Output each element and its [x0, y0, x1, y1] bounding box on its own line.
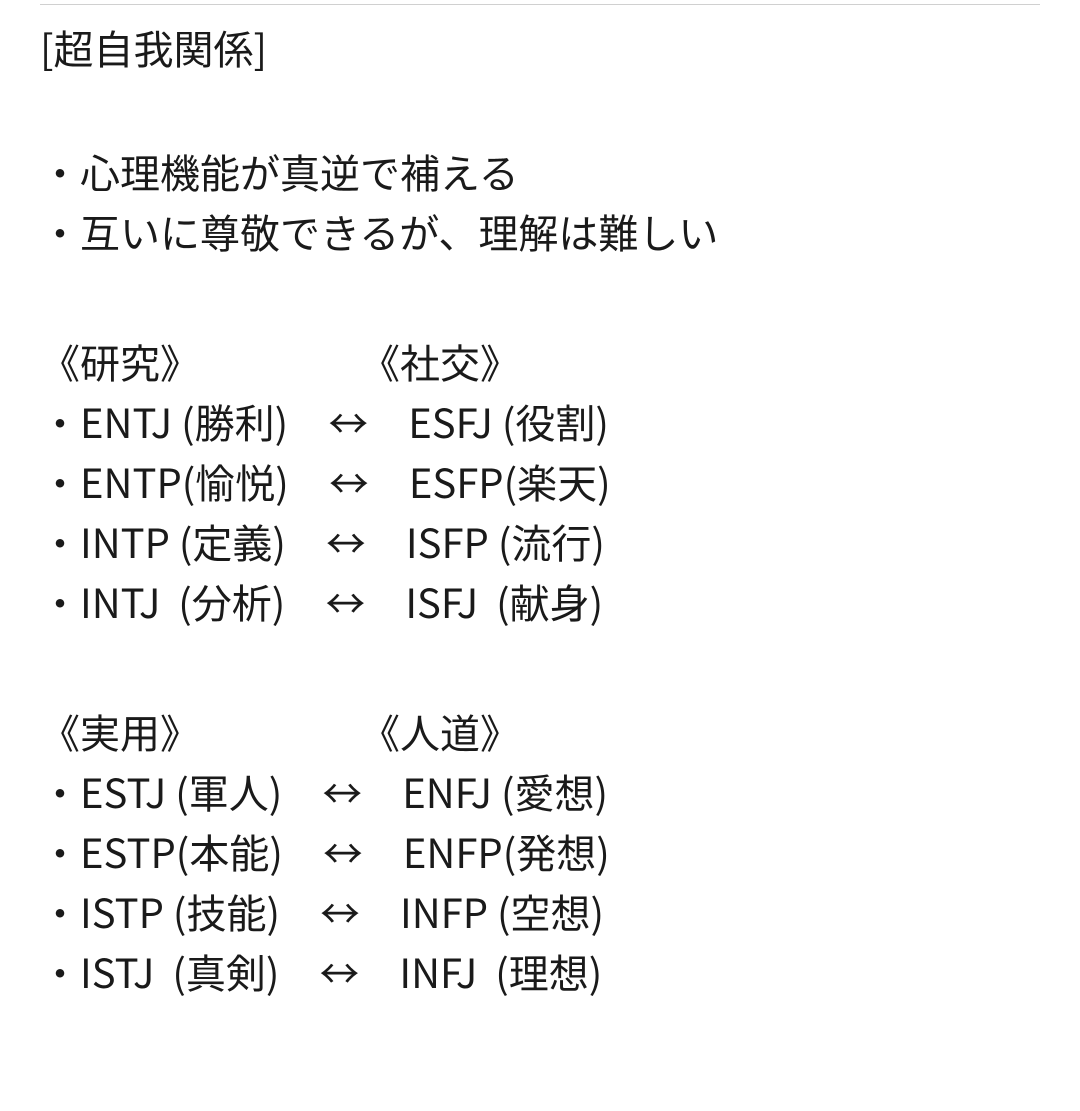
pair-line: ・ISTJ (真剣) ↔ INFJ (理想): [40, 941, 1040, 1001]
arrow-icon: ↔: [326, 512, 366, 570]
top-border: [40, 0, 1040, 5]
pair-left: INTP (定義): [80, 512, 286, 570]
description-block: ・心理機能が真逆で補える ・互いに尊敬できるが、理解は難しい: [40, 141, 1040, 261]
pair-right: ISFP (流行): [406, 512, 605, 570]
pair-left: ENTP(愉悦): [80, 452, 289, 510]
arrow-icon: ↔: [328, 392, 368, 450]
arrow-icon: ↔: [323, 822, 363, 880]
pair-left: INTJ (分析): [80, 572, 285, 630]
pair-line: ・ESTJ (軍人) ↔ ENFJ (愛想): [40, 761, 1040, 821]
pair-left: ESTP(本能): [80, 822, 283, 880]
bullet-line: ・互いに尊敬できるが、理解は難しい: [40, 201, 1040, 261]
pair-right: INFP (空想): [400, 882, 604, 940]
pair-line: ・ENTJ (勝利) ↔ ESFJ (役割): [40, 391, 1040, 451]
pair-line: ・INTP (定義) ↔ ISFP (流行): [40, 511, 1040, 571]
group-headers: 《研究》 《社交》: [40, 331, 1040, 391]
pair-right: ENFJ (愛想): [402, 762, 608, 820]
pair-right: ISFJ (献身): [405, 572, 603, 630]
pair-line: ・ENTP(愉悦) ↔ ESFP(楽天): [40, 451, 1040, 511]
group-header-right: 《社交》: [380, 332, 520, 390]
group-headers: 《実用》 《人道》: [40, 701, 1040, 761]
section-title: [超自我関係]: [40, 23, 1040, 71]
arrow-icon: ↔: [319, 942, 359, 1000]
arrow-icon: ↔: [322, 762, 362, 820]
bullet-line: ・心理機能が真逆で補える: [40, 141, 1040, 201]
group-block: 《研究》 《社交》 ・ENTJ (勝利) ↔ ESFJ (役割) ・ENTP(愉…: [40, 331, 1040, 631]
pair-right: ENFP(発想): [403, 822, 610, 880]
pair-line: ・ESTP(本能) ↔ ENFP(発想): [40, 821, 1040, 881]
pair-left: ESTJ (軍人): [80, 762, 282, 820]
group-block: 《実用》 《人道》 ・ESTJ (軍人) ↔ ENFJ (愛想) ・ESTP(本…: [40, 701, 1040, 1001]
document-page: [超自我関係] ・心理機能が真逆で補える ・互いに尊敬できるが、理解は難しい 《…: [0, 0, 1080, 1111]
pair-right: ESFJ (役割): [408, 392, 609, 450]
pair-left: ISTJ (真剣): [80, 942, 279, 1000]
group-header-right: 《人道》: [380, 702, 520, 760]
group-header-left: 《研究》: [40, 332, 180, 390]
group-header-left: 《実用》: [40, 702, 180, 760]
arrow-icon: ↔: [325, 572, 365, 630]
pair-left: ISTP (技能): [80, 882, 280, 940]
pair-left: ENTJ (勝利): [80, 392, 288, 450]
arrow-icon: ↔: [320, 882, 360, 940]
pair-right: INFJ (理想): [399, 942, 602, 1000]
pair-right: ESFP(楽天): [409, 452, 611, 510]
arrow-icon: ↔: [329, 452, 369, 510]
pair-line: ・ISTP (技能) ↔ INFP (空想): [40, 881, 1040, 941]
pair-line: ・INTJ (分析) ↔ ISFJ (献身): [40, 571, 1040, 631]
